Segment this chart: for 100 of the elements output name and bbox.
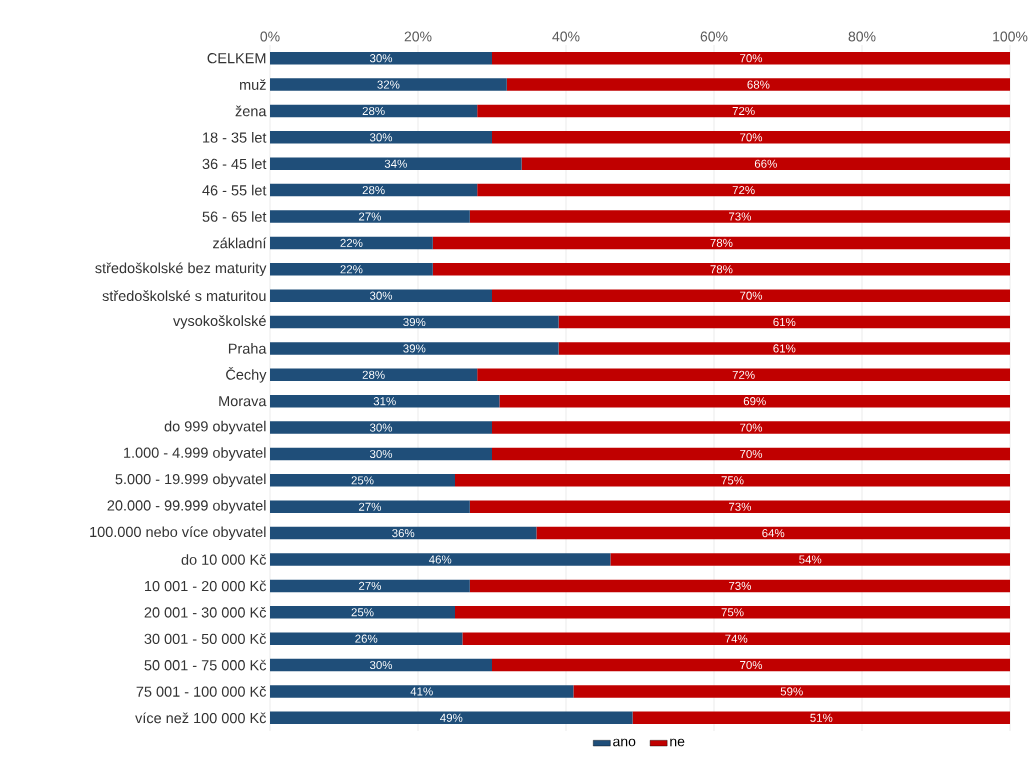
data-label: 31% xyxy=(373,397,396,406)
bar xyxy=(270,368,478,382)
x-tick-label: 40% xyxy=(552,31,580,42)
y-tick-label: do 10 000 Kč xyxy=(181,554,267,565)
x-tick-label: 80% xyxy=(848,31,876,42)
bar xyxy=(270,263,433,276)
data-label: 25% xyxy=(351,476,374,485)
bar xyxy=(469,500,1011,513)
bar xyxy=(558,315,1011,329)
bar xyxy=(270,500,470,513)
data-label: 68% xyxy=(747,80,770,89)
y-tick-label: do 999 obyvatel xyxy=(164,420,266,435)
data-label: 26% xyxy=(355,634,378,643)
data-label: 27% xyxy=(358,502,381,511)
y-tick-label: 20 001 - 30 000 Kč xyxy=(144,606,267,618)
bar xyxy=(270,183,478,197)
bar xyxy=(506,78,1011,91)
bar xyxy=(270,658,493,672)
data-label: 30% xyxy=(369,291,393,300)
bar xyxy=(270,210,470,223)
data-label: 30% xyxy=(369,660,393,670)
y-tick-label: CELKEM xyxy=(207,53,266,64)
bar xyxy=(270,711,633,725)
bar xyxy=(270,289,493,302)
data-label: 27% xyxy=(358,212,381,221)
bar xyxy=(270,394,500,408)
bar xyxy=(462,632,1011,645)
bar xyxy=(455,474,1011,487)
data-label: 72% xyxy=(732,186,755,195)
data-label: 39% xyxy=(403,344,426,353)
bar xyxy=(270,315,559,329)
data-label: 59% xyxy=(780,687,803,696)
data-label: 39% xyxy=(403,317,426,327)
y-tick-label: 5.000 - 19.999 obyvatel xyxy=(115,473,266,488)
bar xyxy=(270,526,537,540)
data-label: 73% xyxy=(728,502,751,511)
y-tick-label: 18 - 35 let xyxy=(203,132,267,143)
y-tick-label: žena xyxy=(235,105,267,117)
x-tick-label: 20% xyxy=(404,31,432,42)
data-label: 27% xyxy=(358,581,381,590)
y-tick-label: více než 100 000 Kč xyxy=(135,712,267,724)
data-label: 34% xyxy=(384,159,407,168)
bar xyxy=(477,104,1011,118)
bar xyxy=(270,421,493,434)
bar xyxy=(477,183,1011,197)
data-label: 70% xyxy=(740,133,763,142)
data-label: 75% xyxy=(721,608,744,617)
bar xyxy=(469,579,1011,593)
y-tick-label: 30 001 - 50 000 Kč xyxy=(144,633,267,645)
y-tick-label: 56 - 65 let xyxy=(202,211,267,222)
bar xyxy=(469,210,1011,223)
bar xyxy=(455,606,1011,619)
bar xyxy=(270,447,493,461)
data-label: 30% xyxy=(369,133,393,142)
y-tick-label: středoškolské bez maturity xyxy=(95,262,267,277)
bar xyxy=(492,658,1011,672)
y-tick-label: 1.000 - 4.999 obyvatel xyxy=(124,447,266,461)
data-label: 72% xyxy=(732,370,755,379)
bar xyxy=(492,447,1011,461)
y-tick-label: 36 - 45 let xyxy=(202,158,267,170)
x-tick-label: 100% xyxy=(993,31,1028,42)
bar xyxy=(270,553,611,566)
bar xyxy=(270,157,522,170)
bar xyxy=(558,342,1011,355)
bar xyxy=(270,685,574,698)
bar xyxy=(270,51,493,65)
y-tick-label: 50 001 - 75 000 Kč xyxy=(144,659,267,671)
y-tick-label: 75 001 - 100 000 Kč xyxy=(136,686,267,697)
data-label: 78% xyxy=(710,265,733,274)
data-label: 25% xyxy=(351,608,374,617)
bar xyxy=(492,421,1011,434)
data-label: 46% xyxy=(428,555,452,564)
data-label: 30% xyxy=(369,423,393,432)
x-tick-label: 60% xyxy=(700,31,728,42)
data-label: 75% xyxy=(721,476,744,485)
y-tick-label: středoškolské s maturitou xyxy=(102,290,266,302)
bar xyxy=(492,131,1011,144)
data-label: 28% xyxy=(362,370,385,379)
data-label: 70% xyxy=(740,660,763,670)
data-label: 22% xyxy=(340,265,363,274)
bar xyxy=(270,579,470,593)
bar xyxy=(270,104,478,118)
data-label: 51% xyxy=(810,713,833,722)
data-label: 66% xyxy=(754,159,777,168)
bar xyxy=(536,526,1011,540)
data-label: 30% xyxy=(369,449,393,459)
data-label: 64% xyxy=(762,529,785,538)
bar xyxy=(270,342,559,355)
bar xyxy=(270,236,433,250)
bar xyxy=(270,131,493,144)
bar xyxy=(270,78,507,91)
bar xyxy=(477,368,1011,382)
data-label: 78% xyxy=(710,238,733,247)
data-label: 28% xyxy=(362,106,385,116)
data-label: 72% xyxy=(732,106,755,115)
data-label: 70% xyxy=(740,423,763,432)
y-tick-label: Praha xyxy=(228,343,267,354)
data-label: 61% xyxy=(773,344,796,353)
data-label: 70% xyxy=(740,291,763,300)
data-label: 28% xyxy=(362,186,385,195)
